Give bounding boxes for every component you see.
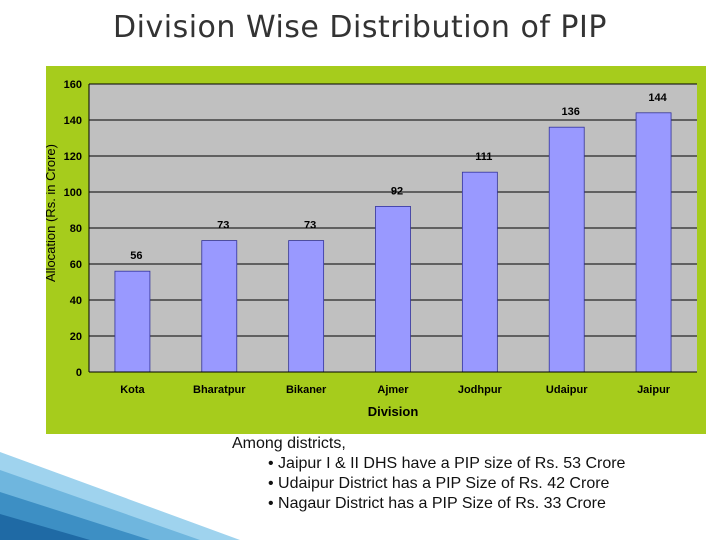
notes-text-block: Among districts, • Jaipur I & II DHS hav… xyxy=(232,434,712,514)
y-tick-label: 140 xyxy=(64,115,82,127)
decorative-corner-stripes xyxy=(0,452,240,540)
y-tick-label: 100 xyxy=(64,187,82,199)
notes-bullet: • Udaipur District has a PIP Size of Rs.… xyxy=(268,475,610,492)
bar-bikaner xyxy=(288,240,325,373)
x-tick-label: Kota xyxy=(120,384,145,396)
data-label: 136 xyxy=(562,106,580,118)
bar-jaipur xyxy=(635,112,672,373)
decorative-stripe xyxy=(0,514,90,540)
y-tick-label: 20 xyxy=(70,331,82,343)
data-label: 56 xyxy=(130,250,142,262)
bar-ajmer xyxy=(375,205,411,373)
y-tick-label: 0 xyxy=(76,367,82,379)
bar-jodhpur xyxy=(461,171,498,373)
x-tick-label: Bharatpur xyxy=(193,384,246,396)
data-label: 73 xyxy=(304,220,316,232)
bar-kota xyxy=(114,270,151,373)
x-tick-label: Ajmer xyxy=(377,384,409,396)
x-tick-label: Udaipur xyxy=(546,384,588,396)
data-label: 144 xyxy=(648,92,667,104)
slide-title: Division Wise Distribution of PIP xyxy=(113,10,607,45)
y-tick-label: 40 xyxy=(70,295,82,307)
data-label: 92 xyxy=(391,185,403,197)
notes-bullet: • Jaipur I & II DHS have a PIP size of R… xyxy=(268,455,626,472)
y-tick-label: 60 xyxy=(70,259,82,271)
chart-frame: 56 Kota 73 Bharatpur 73 Bikaner 92 Ajmer 111 Jodh… xyxy=(46,66,706,434)
x-tick-label: Jodhpur xyxy=(458,384,503,396)
x-axis-label: Division xyxy=(368,404,419,419)
data-label: 73 xyxy=(217,220,229,232)
y-tick-label: 160 xyxy=(64,79,82,91)
bar-chart: 56 Kota 73 Bharatpur 73 Bikaner 92 Ajmer 111 Jodh… xyxy=(46,66,706,434)
notes-intro: Among districts, xyxy=(232,435,346,452)
x-tick-label: Jaipur xyxy=(637,384,671,396)
notes-bullet: • Nagaur District has a PIP Size of Rs. … xyxy=(268,495,606,512)
bar-bharatpur xyxy=(201,240,238,373)
y-axis-label: Allocation (Rs. in Crore) xyxy=(46,144,58,282)
bar-udaipur xyxy=(548,126,585,373)
x-tick-label: Bikaner xyxy=(286,384,327,396)
y-tick-label: 120 xyxy=(64,151,82,163)
y-tick-label: 80 xyxy=(70,223,82,235)
data-label: 111 xyxy=(475,151,492,163)
